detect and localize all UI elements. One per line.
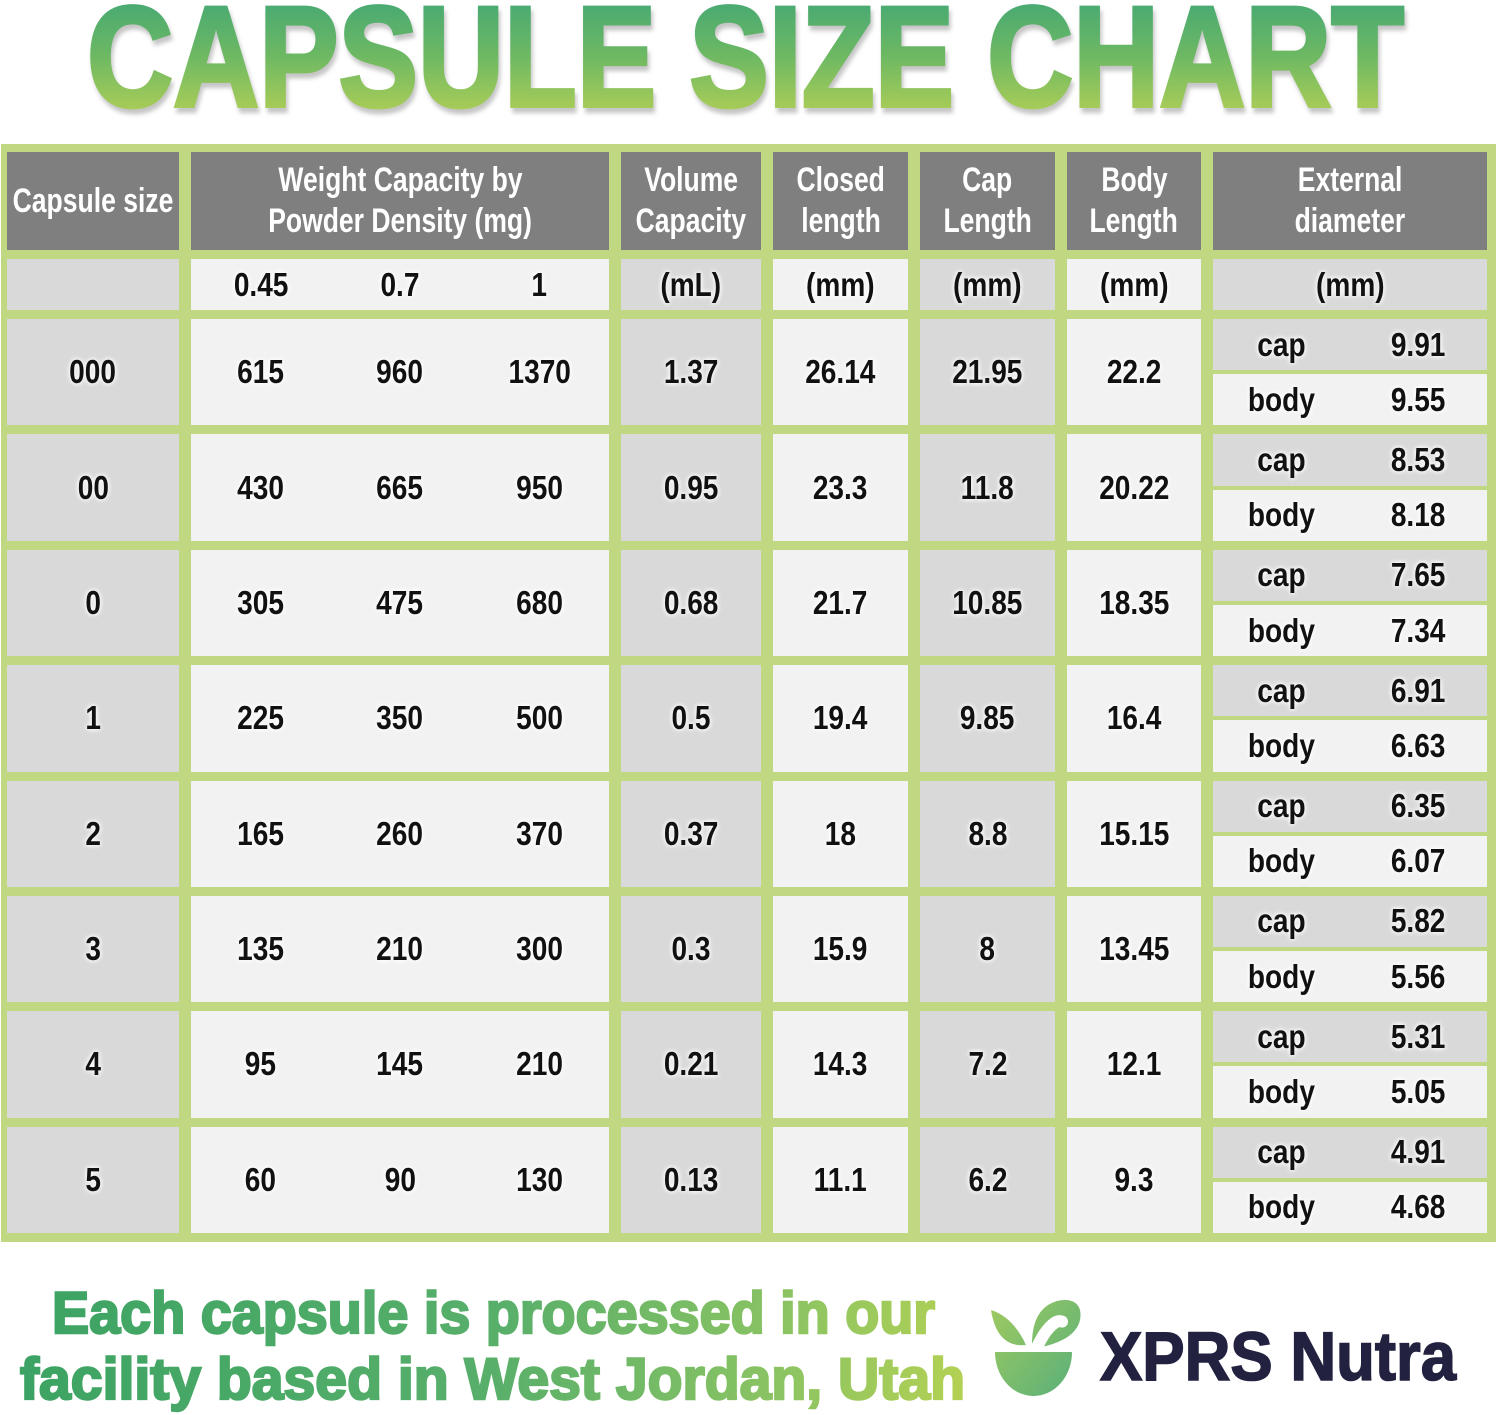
svg-text:facility based in West Jordan,: facility based in West Jordan, Utah (20, 1347, 965, 1412)
svg-text:CAPSULE SIZE CHART: CAPSULE SIZE CHART (87, 0, 1404, 137)
svg-text:Each capsule is processed in o: Each capsule is processed in our (52, 1281, 935, 1346)
svg-text:XPRS Nutra: XPRS Nutra (1100, 1318, 1457, 1395)
